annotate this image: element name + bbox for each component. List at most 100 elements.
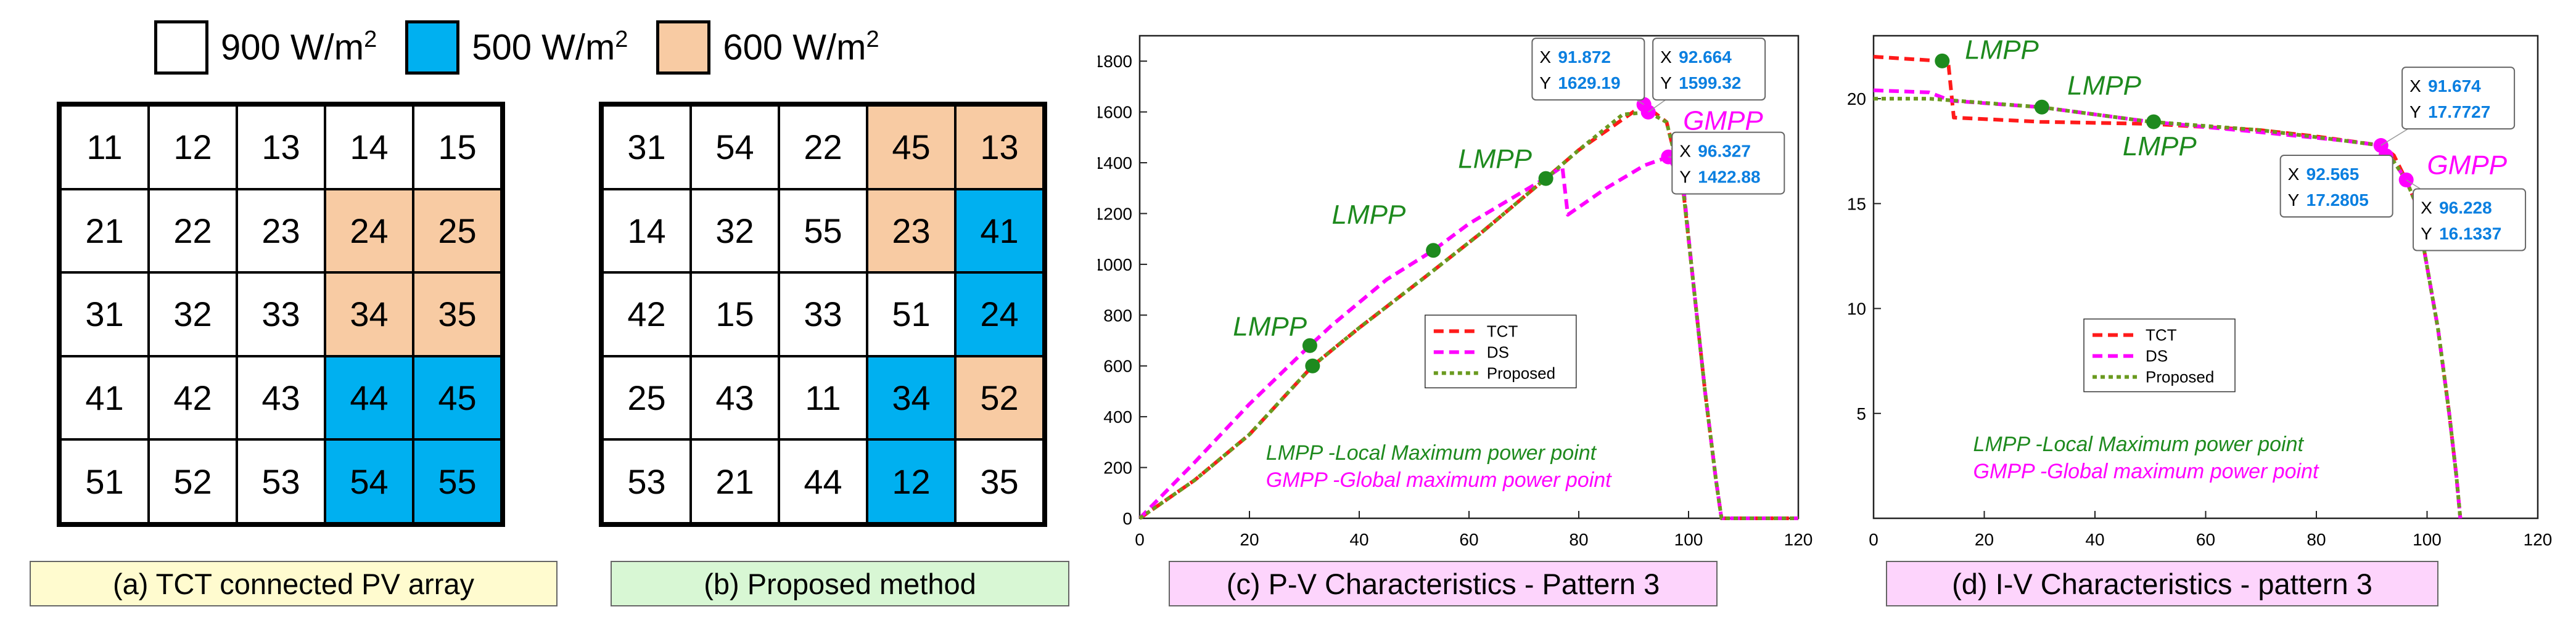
y-tick-label: 1200: [1098, 204, 1132, 223]
datatip-x-label: X: [1539, 47, 1551, 67]
x-tick-label: 80: [1569, 530, 1588, 549]
gmpp-label: GMPP: [1683, 105, 1763, 136]
legend-entry-tct: TCT: [2146, 326, 2177, 345]
proposed-method-grid: 31 54 22 45 13 14 32 55 23 41 42 15 33 51 24 25 43 11 34 52…: [599, 102, 1047, 527]
x-tick-label: 0: [1135, 530, 1145, 549]
y-tick-label: 1600: [1098, 103, 1132, 122]
legend-label-500: 500 W/m2: [472, 27, 628, 68]
legend-swatch-600: [656, 20, 711, 75]
pv-characteristics-chart: 0 20 40 60 80 100 1200200400600800100012001400…: [1098, 35, 1813, 549]
module-cell: 32: [149, 272, 237, 356]
datatip-y-label: Y: [1660, 73, 1672, 92]
y-tick-label: 20: [1847, 89, 1866, 108]
datatip-y-label: Y: [2421, 224, 2432, 243]
module-cell: 52: [955, 356, 1043, 440]
datatip-x-label: X: [1660, 47, 1672, 67]
datatip-y-value: 1422.88: [1698, 168, 1760, 187]
lmpp-definition-note: LMPP -Local Maximum power point: [1266, 441, 1597, 465]
datatip-y-value: 17.2805: [2306, 190, 2369, 210]
module-cell: 33: [779, 272, 867, 356]
y-tick-label: 10: [1847, 300, 1866, 319]
x-tick-label: 20: [1240, 530, 1259, 549]
module-cell: 43: [691, 356, 779, 440]
datatip-box: [2401, 67, 2516, 130]
gmpp-label: GMPP: [2427, 150, 2508, 181]
datatip-x-label: X: [2421, 198, 2432, 218]
caption-tct-array: (a) TCT connected PV array: [30, 561, 558, 606]
lmpp-marker: [2034, 99, 2049, 115]
module-cell: 55: [413, 439, 501, 523]
x-tick-label: 40: [2085, 530, 2104, 549]
x-tick-label: 40: [1349, 530, 1368, 549]
datatip-x-value: 91.674: [2428, 76, 2481, 96]
datatip-x-value: 96.228: [2439, 198, 2492, 218]
module-cell: 11: [60, 105, 149, 189]
module-cell: 24: [955, 272, 1043, 356]
module-cell: 53: [237, 439, 325, 523]
module-cell: 12: [867, 439, 955, 523]
datatip-y-value: 16.1337: [2439, 224, 2501, 243]
module-cell: 24: [325, 189, 413, 273]
module-cell: 32: [691, 189, 779, 273]
datatip-x-value: 96.327: [1698, 142, 1751, 161]
datatip-x-label: X: [2288, 165, 2300, 184]
module-cell: 14: [325, 105, 413, 189]
x-tick-label: 100: [1674, 530, 1703, 549]
lmpp-marker: [2146, 114, 2162, 129]
module-cell: 54: [691, 105, 779, 189]
tct-pv-array-grid: 11 12 13 14 15 21 22 23 24 25 31 32 33 34 35 41 42 43 44 45…: [57, 102, 505, 527]
gmpp-definition-note: GMPP -Global maximum power point: [1266, 468, 1612, 492]
module-cell: 13: [237, 105, 325, 189]
module-cell: 35: [413, 272, 501, 356]
module-cell: 41: [955, 189, 1043, 273]
module-cell: 54: [325, 439, 413, 523]
datatip-x-label: X: [2409, 76, 2421, 96]
module-cell: 44: [325, 356, 413, 440]
lmpp-marker: [1935, 53, 1950, 68]
legend-label-900: 900 W/m2: [221, 27, 377, 68]
lmpp-marker: [1305, 358, 1320, 373]
module-cell: 35: [955, 439, 1043, 523]
module-cell: 23: [237, 189, 325, 273]
module-cell: 51: [867, 272, 955, 356]
lmpp-label: LMPP: [1332, 200, 1406, 230]
module-cell: 42: [149, 356, 237, 440]
datatip-x-label: X: [1679, 142, 1691, 161]
legend-label-600: 600 W/m2: [723, 27, 879, 68]
lmpp-marker: [1302, 338, 1317, 353]
datatip-y-label: Y: [2288, 190, 2300, 210]
module-cell: 44: [779, 439, 867, 523]
datatip-y-value: 1629.19: [1558, 73, 1620, 92]
x-tick-label: 120: [2524, 530, 2553, 549]
lmpp-label: LMPP: [2123, 131, 2197, 161]
y-tick-label: 1000: [1098, 255, 1132, 274]
module-cell: 42: [603, 272, 691, 356]
caption-proposed-method: (b) Proposed method: [611, 561, 1069, 606]
legend-entry-ds: DS: [2146, 347, 2168, 365]
module-cell: 25: [603, 356, 691, 440]
y-tick-label: 0: [1122, 509, 1132, 528]
lmpp-definition-note: LMPP -Local Maximum power point: [1973, 433, 2305, 456]
module-cell: 23: [867, 189, 955, 273]
module-cell: 22: [149, 189, 237, 273]
y-tick-label: 200: [1103, 459, 1132, 478]
x-tick-label: 0: [1869, 530, 1879, 549]
x-tick-label: 20: [1975, 530, 1994, 549]
module-cell: 45: [413, 356, 501, 440]
datatip-x-value: 92.565: [2306, 165, 2360, 184]
caption-pv-chart: (c) P-V Characteristics - Pattern 3: [1169, 561, 1718, 606]
x-tick-label: 60: [1459, 530, 1478, 549]
lmpp-label: LMPP: [1233, 311, 1307, 341]
datatip-y-value: 17.7727: [2428, 102, 2490, 121]
module-cell: 55: [779, 189, 867, 273]
datatip-x-value: 91.872: [1558, 47, 1611, 67]
module-cell: 31: [603, 105, 691, 189]
module-cell: 34: [867, 356, 955, 440]
gmpp-definition-note: GMPP -Global maximum power point: [1973, 460, 2319, 483]
x-tick-label: 100: [2413, 530, 2442, 549]
module-cell: 41: [60, 356, 149, 440]
legend-entry-tct: TCT: [1487, 322, 1518, 340]
y-tick-label: 800: [1103, 306, 1132, 325]
y-tick-label: 1800: [1098, 52, 1132, 71]
